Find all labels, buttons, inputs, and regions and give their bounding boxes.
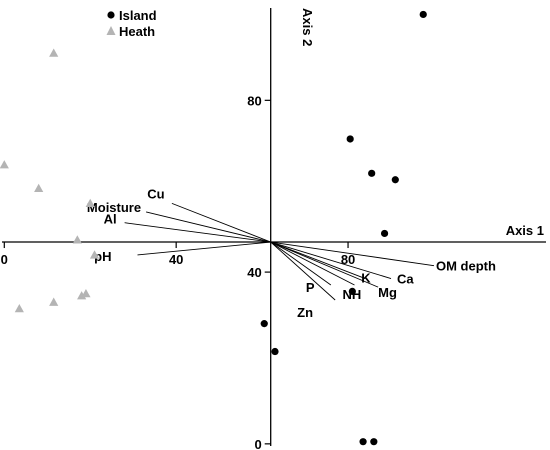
data-point-island: [380, 229, 389, 238]
vector-label: pH: [94, 249, 111, 264]
vector-label: OM depth: [436, 259, 496, 274]
x-axis-title: Axis 1: [506, 223, 544, 238]
y-tick-label: 80: [247, 93, 261, 108]
data-point-island: [391, 176, 399, 184]
vector-line: [270, 241, 435, 267]
point-group: [0, 10, 427, 446]
data-point-heath: [72, 235, 82, 244]
y-axis-title: Axis 2: [300, 8, 315, 46]
data-point-heath: [49, 297, 59, 306]
data-point-island: [419, 10, 427, 19]
data-point-island: [271, 347, 279, 356]
vector-line: [270, 241, 379, 288]
data-point-island: [359, 438, 367, 446]
legend-label-heath: Heath: [119, 24, 155, 39]
vector-line: [137, 241, 271, 256]
legend-label-island: Island: [119, 8, 157, 23]
vector-line: [171, 202, 271, 243]
data-point-heath: [0, 160, 9, 169]
vector-label: Ca: [397, 272, 414, 287]
axes: [2, 8, 546, 446]
x-tick-label: 0: [1, 252, 8, 267]
vector-label: Moisture: [87, 200, 141, 215]
vector-label: P: [306, 280, 315, 295]
data-point-island: [370, 438, 378, 446]
tick-group: 0 40 80 0 40 80: [1, 93, 356, 450]
data-point-heath: [81, 288, 91, 298]
vector-line: [270, 241, 355, 286]
data-point-heath: [77, 291, 87, 300]
vector-line: [270, 241, 392, 279]
legend-marker-heath: [106, 26, 116, 35]
data-point-island: [348, 287, 356, 296]
data-point-island: [260, 320, 268, 328]
vector-label: K: [361, 271, 371, 286]
y-tick-label: 40: [247, 265, 261, 280]
data-point-heath: [89, 250, 100, 259]
vector-line: [124, 222, 271, 243]
data-point-island: [368, 169, 376, 177]
data-point-island: [346, 135, 354, 143]
vector-line: [145, 211, 271, 243]
data-point-heath: [85, 198, 95, 208]
data-point-heath: [14, 303, 24, 313]
vector-line: [270, 241, 336, 301]
vector-line: [270, 241, 332, 286]
data-point-heath: [49, 48, 59, 57]
x-tick-label: 80: [341, 252, 355, 267]
y-tick-label: 0: [254, 437, 261, 450]
vector-label: Al: [104, 212, 117, 227]
vector-line: [270, 241, 366, 279]
data-point-heath: [34, 183, 44, 193]
x-tick-label: 40: [169, 252, 183, 267]
vector-label: Mg: [378, 285, 397, 300]
vector-label: Cu: [147, 186, 164, 201]
vector-label: Zn: [297, 305, 313, 320]
legend-marker-island: [107, 11, 115, 19]
